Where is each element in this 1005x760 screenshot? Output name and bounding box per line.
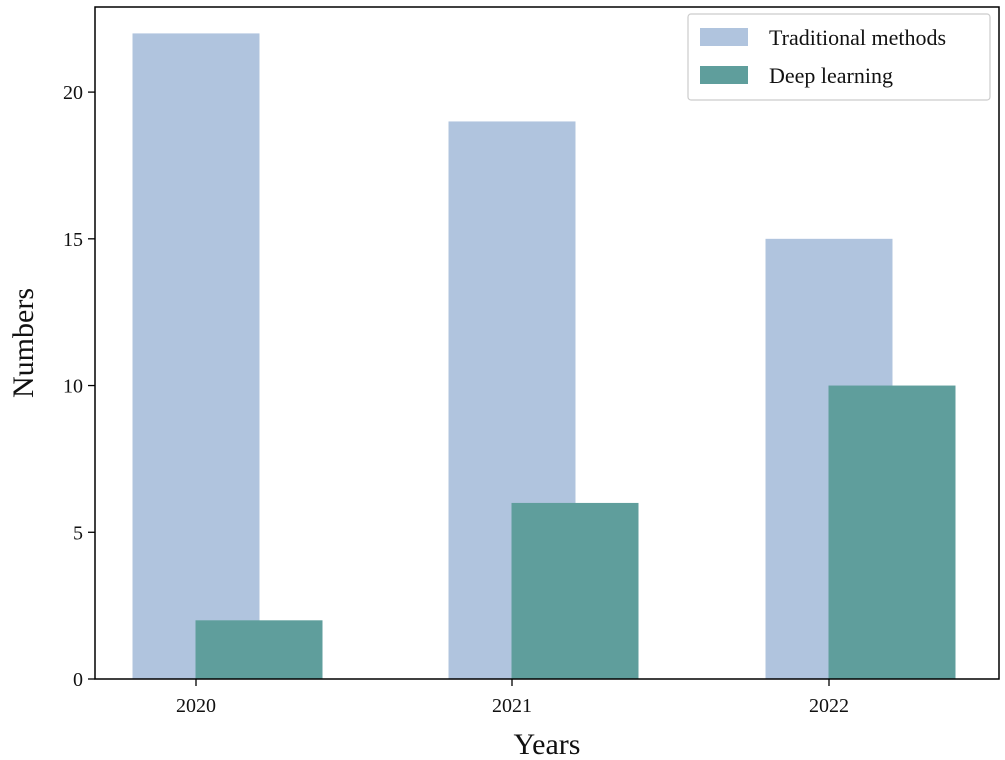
legend-box: [687, 13, 991, 101]
y-tick-label-15: 15: [63, 229, 83, 251]
legend-label-traditional-methods: Traditional methods: [769, 25, 946, 50]
legend-swatch-deep-learning: [700, 66, 748, 84]
bar-deep-learning-2022: [828, 385, 956, 679]
y-tick-label-0: 0: [73, 669, 83, 691]
y-tick-label-20: 20: [63, 82, 83, 104]
bar-deep-learning-2021: [511, 502, 639, 679]
bar-deep-learning-2020: [195, 620, 323, 679]
legend-swatch-traditional-methods: [700, 28, 748, 46]
legend-label-deep-learning: Deep learning: [769, 63, 893, 88]
plot-frame: [94, 6, 1000, 680]
x-tick-label-2022: 2022: [809, 695, 849, 717]
y-axis-title: Numbers: [7, 288, 40, 398]
legend: Traditional methods Deep learning: [687, 13, 991, 101]
bars-layer: [132, 33, 956, 680]
x-axis-title: Years: [514, 728, 581, 760]
y-tick-label-5: 5: [73, 522, 83, 544]
x-tick-label-2021: 2021: [492, 695, 532, 717]
x-tick-label-2020: 2020: [176, 695, 216, 717]
bar-traditional-methods-2020: [132, 33, 260, 680]
y-tick-label-10: 10: [63, 376, 83, 398]
